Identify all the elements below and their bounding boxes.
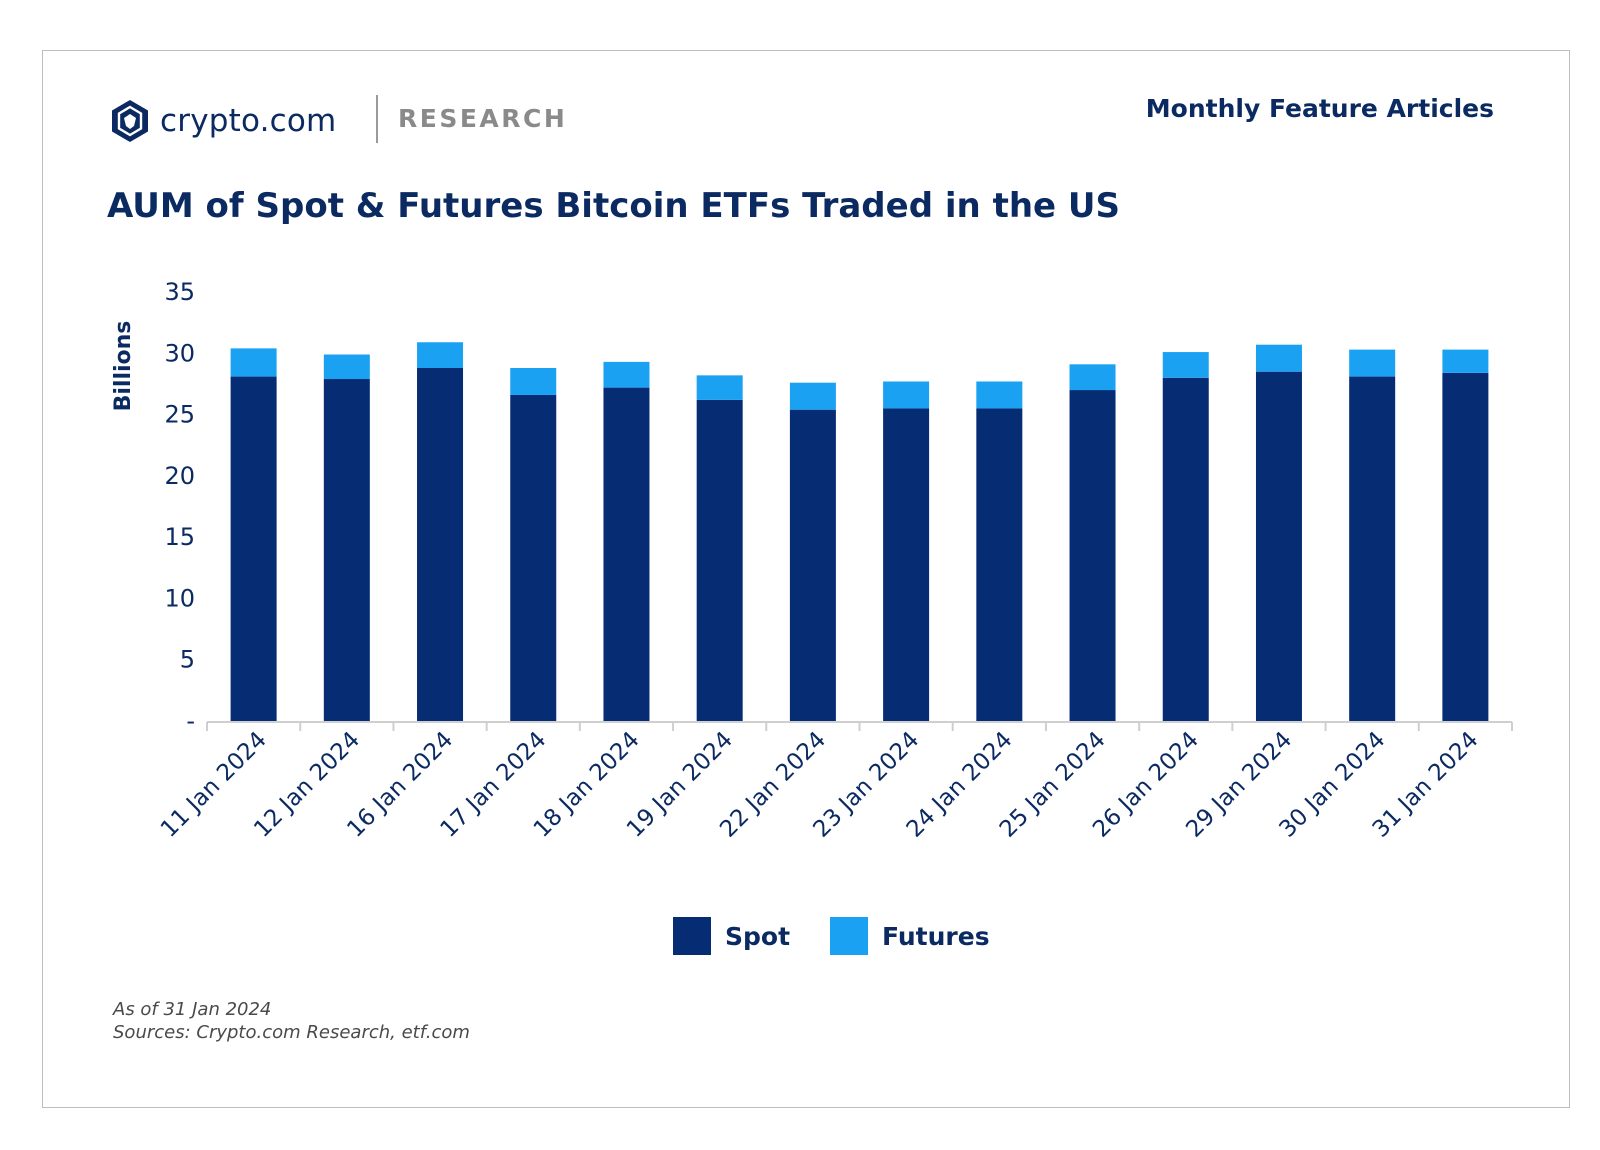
brand-logo[interactable]: crypto.com bbox=[110, 98, 336, 144]
bar-futures bbox=[1442, 349, 1489, 373]
y-tick-label: 35 bbox=[164, 278, 195, 306]
bar-spot bbox=[976, 408, 1023, 721]
chart-title: AUM of Spot & Futures Bitcoin ETFs Trade… bbox=[107, 186, 1121, 226]
legend-item-spot[interactable]: Spot bbox=[673, 917, 790, 955]
legend-label-spot: Spot bbox=[725, 921, 791, 951]
bar-spot bbox=[789, 409, 836, 721]
bar-spot bbox=[1442, 372, 1489, 721]
sources-note: Sources: Crypto.com Research, etf.com bbox=[113, 1022, 470, 1043]
bar-spot bbox=[510, 394, 557, 721]
bar-spot bbox=[603, 387, 650, 721]
bar-futures bbox=[230, 348, 277, 377]
bar-spot bbox=[230, 376, 277, 721]
bar-futures bbox=[417, 342, 464, 368]
bar-spot bbox=[1162, 377, 1209, 721]
bar-spot bbox=[323, 379, 370, 721]
bar-futures bbox=[603, 361, 650, 388]
bar-futures bbox=[1349, 349, 1396, 377]
y-tick-label: 5 bbox=[180, 646, 195, 674]
y-tick-label: 30 bbox=[164, 339, 195, 367]
bar-spot bbox=[417, 367, 464, 721]
bar-spot bbox=[696, 399, 743, 721]
y-axis-label: Billions bbox=[111, 321, 136, 412]
bar-spot bbox=[883, 408, 930, 721]
bar-futures bbox=[1255, 344, 1302, 372]
chart-legend: Spot Futures bbox=[673, 917, 1030, 955]
bar-futures bbox=[323, 354, 370, 380]
crypto-com-lion-shield-icon bbox=[112, 100, 148, 142]
bar-futures bbox=[1162, 352, 1209, 378]
legend-label-futures: Futures bbox=[882, 921, 990, 951]
as-of-note: As of 31 Jan 2024 bbox=[113, 999, 272, 1020]
y-tick-label: 20 bbox=[164, 462, 195, 490]
y-tick-label: 25 bbox=[164, 401, 195, 429]
legend-swatch-spot bbox=[673, 917, 711, 955]
bar-futures bbox=[696, 375, 743, 400]
bar-futures bbox=[976, 381, 1023, 409]
legend-item-futures[interactable]: Futures bbox=[830, 917, 990, 955]
y-tick-label: 10 bbox=[164, 584, 195, 612]
bar-spot bbox=[1069, 390, 1116, 721]
brand-section: RESEARCH bbox=[398, 104, 568, 133]
bar-futures bbox=[1069, 364, 1116, 391]
y-tick-label: - bbox=[186, 707, 195, 735]
legend-swatch-futures bbox=[830, 917, 869, 955]
logo-divider bbox=[376, 95, 378, 143]
bar-futures bbox=[789, 382, 836, 410]
brand-name: crypto.com bbox=[160, 103, 337, 139]
bar-futures bbox=[883, 381, 930, 409]
bar-spot bbox=[1255, 371, 1302, 721]
series-title: Monthly Feature Articles bbox=[1145, 94, 1494, 123]
bar-spot bbox=[1349, 376, 1396, 721]
y-tick-label: 15 bbox=[164, 523, 195, 551]
bar-futures bbox=[510, 367, 557, 395]
